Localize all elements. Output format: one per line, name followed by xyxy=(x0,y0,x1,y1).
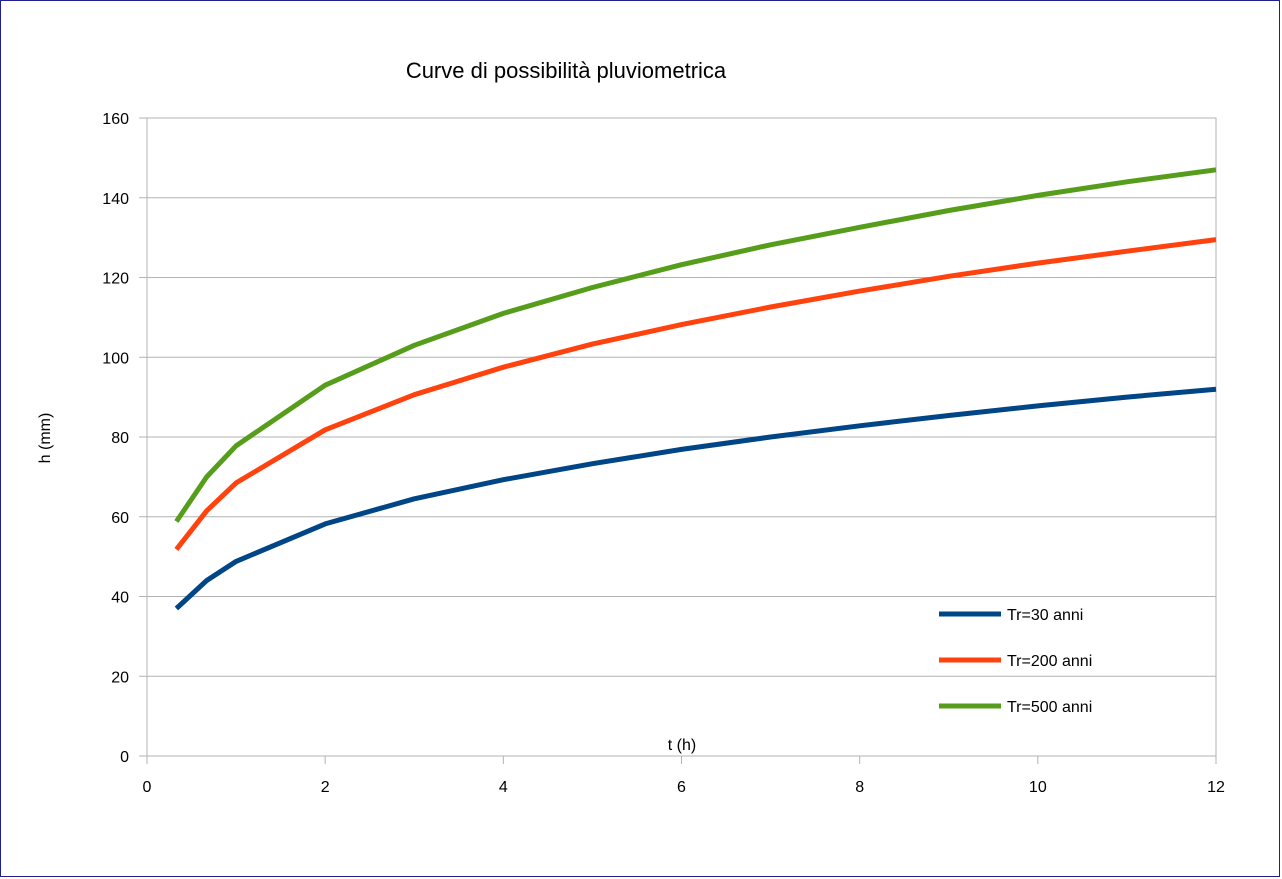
legend-label-2: Tr=200 anni xyxy=(1007,653,1092,670)
x-tick-label: 0 xyxy=(143,779,152,796)
y-tick-label: 40 xyxy=(111,590,129,607)
legend: Tr=30 anni Tr=200 anni Tr=500 anni xyxy=(939,607,1092,716)
legend-label-1: Tr=30 anni xyxy=(1007,607,1083,624)
y-axis-label: h (mm) xyxy=(37,413,54,464)
chart-title: Curve di possibilità pluviometrica xyxy=(406,58,727,83)
x-tick-label: 10 xyxy=(1029,779,1047,796)
y-axis-ticks: 0 20 40 60 80 100 120 140 160 xyxy=(102,111,147,766)
x-axis-ticks: 0 2 4 6 8 10 12 xyxy=(143,756,1225,796)
legend-label-3: Tr=500 anni xyxy=(1007,699,1092,716)
x-tick-label: 12 xyxy=(1207,779,1225,796)
y-tick-label: 160 xyxy=(102,111,129,128)
x-tick-label: 2 xyxy=(321,779,330,796)
y-tick-label: 0 xyxy=(120,749,129,766)
series-line-1 xyxy=(174,386,1217,611)
x-tick-label: 6 xyxy=(677,779,686,796)
series-line-3 xyxy=(174,167,1217,523)
y-tick-label: 60 xyxy=(111,510,129,527)
x-axis-label: t (h) xyxy=(668,737,696,754)
x-tick-label: 8 xyxy=(855,779,864,796)
y-tick-label: 100 xyxy=(102,350,129,367)
y-tick-label: 120 xyxy=(102,271,129,288)
y-tick-label: 80 xyxy=(111,430,129,447)
series-line-2 xyxy=(174,237,1217,551)
x-tick-label: 4 xyxy=(499,779,508,796)
y-tick-label: 140 xyxy=(102,191,129,208)
y-tick-label: 20 xyxy=(111,669,129,686)
series-layer xyxy=(174,167,1217,611)
